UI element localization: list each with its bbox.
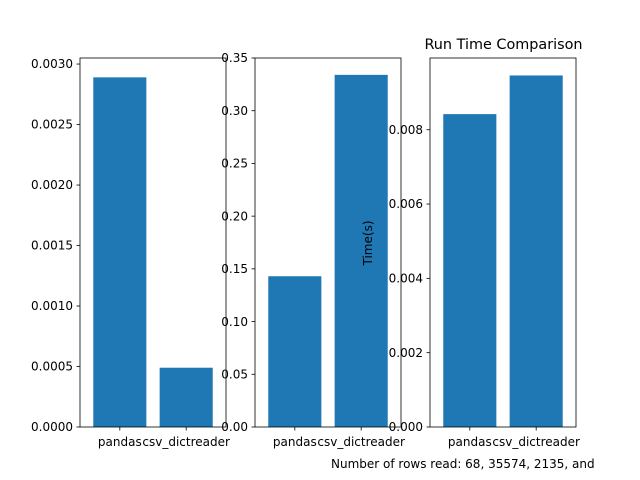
subplots: 0.0000 0.0005 0.0010 0.0015 0.0020 0.0025 0.00…	[31, 51, 580, 449]
axes-frame	[254, 57, 402, 428]
bar-csv_dictreader	[159, 367, 213, 427]
x-tick-label: csv_dictreader	[492, 435, 580, 449]
y-tick-label: 0.0025	[31, 118, 73, 132]
axes-frame	[429, 57, 577, 428]
y-tick-label: 0.20	[221, 209, 248, 223]
y-tick-label: 0.008	[389, 123, 423, 137]
y-tick-label: 0.006	[389, 197, 423, 211]
y-tick-label: 0.15	[221, 262, 248, 276]
bar-csv_dictreader	[509, 75, 563, 427]
x-tick-label: csv_dictreader	[317, 435, 405, 449]
y-tick-label: 0.30	[221, 104, 248, 118]
axes-frame	[79, 57, 227, 428]
y-tick-label: 0.00	[221, 420, 248, 434]
x-axis-label: Number of rows read: 68, 35574, 2135, an…	[331, 457, 595, 471]
y-tick-label: 0.05	[221, 367, 248, 381]
y-tick-label: 0.0010	[31, 299, 73, 313]
y-tick-label: 0.25	[221, 157, 248, 171]
y-tick-label: 0.0030	[31, 57, 73, 71]
bar-pandas	[443, 114, 497, 428]
subplot-1: 0.0000 0.0005 0.0010 0.0015 0.0020 0.0025 0.00…	[31, 57, 230, 449]
bar-pandas	[268, 276, 322, 427]
x-tick-label: pandas	[273, 435, 317, 449]
y-tick-label: 0.35	[221, 51, 248, 65]
y-axis-label: Time(s)	[361, 221, 375, 267]
bar-csv_dictreader	[334, 74, 388, 428]
subplot-2: 0.00 0.05 0.10 0.15 0.20 0.25 0.30 0.35 pandas cs…	[221, 51, 405, 449]
y-tick-label: 0.002	[389, 346, 423, 360]
y-tick-label: 0.0015	[31, 239, 73, 253]
chart-title: Run Time Comparison	[424, 37, 582, 53]
y-tick-label: 0.0000	[31, 420, 73, 434]
y-tick-label: 0.0005	[31, 360, 73, 374]
x-tick-label: csv_dictreader	[142, 435, 230, 449]
y-tick-label: 0.0020	[31, 178, 73, 192]
x-tick-label: pandas	[98, 435, 142, 449]
subplot-3: 0.000 0.002 0.004 0.006 0.008 pandas csv_dictr…	[389, 57, 580, 449]
y-tick-label: 0.004	[389, 272, 423, 286]
y-tick-label: 0.000	[389, 420, 423, 434]
y-tick-label: 0.10	[221, 315, 248, 329]
x-tick-label: pandas	[448, 435, 492, 449]
bar-pandas	[93, 77, 147, 428]
